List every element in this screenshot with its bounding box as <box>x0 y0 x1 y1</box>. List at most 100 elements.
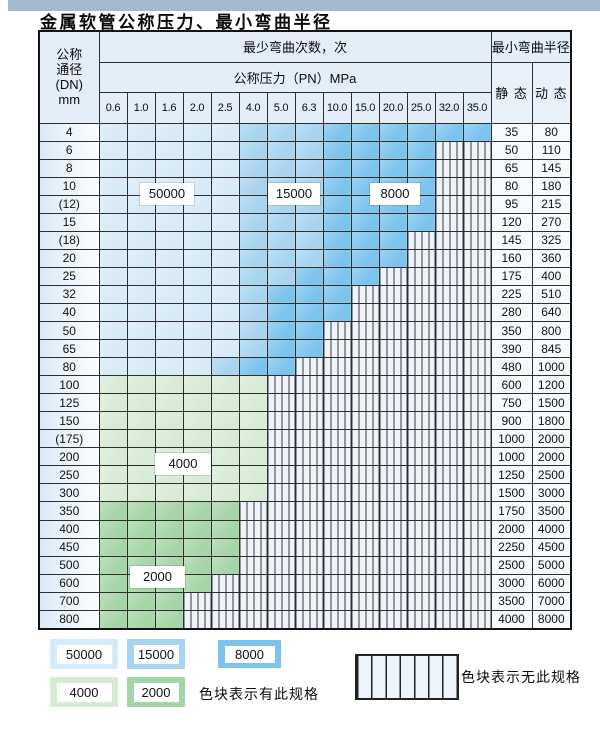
spec-cell <box>210 375 240 395</box>
pressure-tick: 25.0 <box>406 91 436 124</box>
spec-cell <box>378 212 408 232</box>
dn-cell: 65 <box>38 339 100 359</box>
no-spec-cell <box>322 357 352 377</box>
spec-cell <box>238 393 268 413</box>
legend-no-spec-text: 色块表示无此规格 <box>461 669 581 685</box>
no-spec-cell <box>322 321 352 341</box>
spec-cell <box>322 158 352 178</box>
no-spec-cell <box>434 591 464 611</box>
spec-cell <box>294 140 324 160</box>
static-radius-cell: 160 <box>490 248 533 268</box>
page-title: 金属软管公称压力、最小弯曲半径 <box>40 13 333 33</box>
dynamic-radius-cell: 2000 <box>531 447 572 467</box>
spec-cell <box>182 411 212 431</box>
no-spec-cell <box>378 321 408 341</box>
no-spec-cell <box>266 573 296 593</box>
spec-cell <box>182 519 212 539</box>
no-spec-cell <box>350 465 380 485</box>
no-spec-cell <box>378 429 408 449</box>
spec-cell <box>238 483 268 503</box>
spec-cell <box>322 284 352 304</box>
spec-cell <box>406 212 436 232</box>
dn-header-line: (DN) <box>55 77 83 93</box>
spec-cell <box>154 609 184 630</box>
no-spec-cell <box>322 429 352 449</box>
pressure-header: 公称压力（PN）MPa <box>98 61 492 93</box>
spec-cell <box>154 248 184 268</box>
dn-cell: 20 <box>38 248 100 268</box>
dynamic-radius-cell: 400 <box>531 266 572 286</box>
static-radius-cell: 80 <box>490 176 533 196</box>
spec-cell <box>350 266 380 286</box>
no-spec-cell <box>350 302 380 323</box>
no-spec-cell <box>462 339 492 359</box>
legend-has-spec-text: 色块表示有此规格 <box>199 686 319 702</box>
no-spec-cell <box>378 266 408 286</box>
spec-cell <box>126 302 156 323</box>
pressure-tick: 5.0 <box>266 91 296 124</box>
static-radius-cell: 2500 <box>490 555 533 575</box>
no-spec-cell <box>266 519 296 539</box>
spec-cell <box>182 158 212 178</box>
no-spec-cell <box>462 393 492 413</box>
spec-cell <box>210 555 240 575</box>
no-spec-cell <box>434 302 464 323</box>
spec-cell <box>98 176 128 196</box>
spec-cell <box>238 284 268 304</box>
static-radius-cell: 35 <box>490 122 533 142</box>
no-spec-cell <box>294 429 324 449</box>
spec-cell <box>126 357 156 377</box>
no-spec-cell <box>210 573 240 593</box>
pressure-tick: 1.6 <box>154 91 184 124</box>
table-row: 4 35 80 <box>38 122 572 142</box>
no-spec-cell <box>462 176 492 196</box>
dn-cell: 8 <box>38 158 100 178</box>
no-spec-cell <box>406 411 436 431</box>
no-spec-cell <box>378 519 408 539</box>
no-spec-cell <box>294 537 324 557</box>
spec-cell <box>266 302 296 323</box>
spec-cell <box>294 302 324 323</box>
spec-cell <box>98 339 128 359</box>
no-spec-cell <box>294 519 324 539</box>
spec-cell <box>126 501 156 521</box>
spec-cell <box>210 411 240 431</box>
spec-cell <box>210 158 240 178</box>
no-spec-cell <box>406 591 436 611</box>
legend-swatch-2000: 2000 <box>127 677 185 707</box>
spec-cell <box>238 429 268 449</box>
legend-swatch-4000: 4000 <box>50 677 118 707</box>
legend-swatch-label: 2000 <box>133 682 179 702</box>
spec-cell <box>210 501 240 521</box>
dn-cell: 32 <box>38 284 100 304</box>
spec-cell <box>182 284 212 304</box>
no-spec-cell <box>462 194 492 214</box>
pressure-tick: 1.0 <box>126 91 156 124</box>
static-radius-cell: 280 <box>490 302 533 323</box>
no-spec-cell <box>322 591 352 611</box>
dynamic-radius-cell: 110 <box>531 140 572 160</box>
dn-cell: 450 <box>38 537 100 557</box>
spec-cell <box>266 140 296 160</box>
table-row: 8 65 145 <box>38 158 572 178</box>
spec-cell <box>98 212 128 232</box>
table-row: 150 900 1800 <box>38 411 572 431</box>
spec-cell <box>210 537 240 557</box>
no-spec-cell <box>434 537 464 557</box>
spec-cell <box>378 140 408 160</box>
no-spec-cell <box>434 429 464 449</box>
no-spec-cell <box>378 483 408 503</box>
spec-cell <box>126 212 156 232</box>
no-spec-cell <box>350 519 380 539</box>
no-spec-cell <box>406 248 436 268</box>
no-spec-cell <box>238 609 268 630</box>
spec-cell <box>322 302 352 323</box>
spec-cell <box>98 537 128 557</box>
spec-cell <box>266 212 296 232</box>
spec-cell <box>126 321 156 341</box>
no-spec-cell <box>462 284 492 304</box>
no-spec-cell <box>462 411 492 431</box>
spec-cell <box>154 302 184 323</box>
no-spec-cell <box>350 375 380 395</box>
spec-cell <box>154 122 184 142</box>
